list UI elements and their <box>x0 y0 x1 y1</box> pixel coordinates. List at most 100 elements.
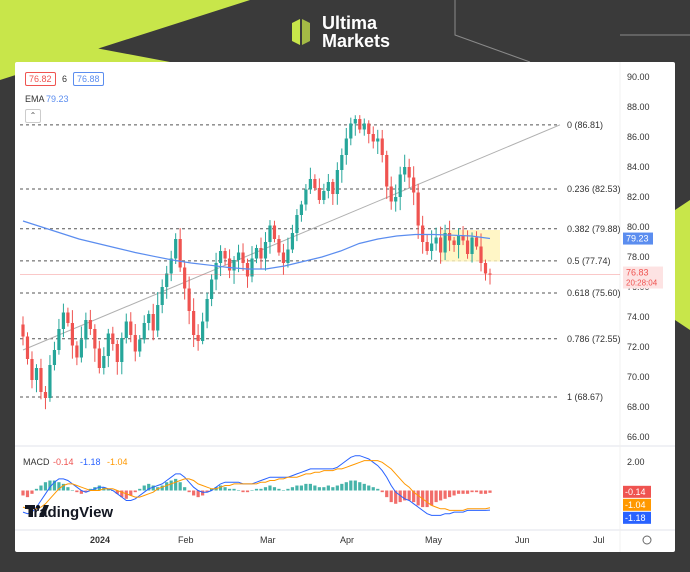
candle-body <box>79 339 83 358</box>
macd-histogram-bar <box>335 485 339 491</box>
candle-body <box>344 138 348 155</box>
macd-histogram-bar <box>254 488 259 491</box>
candle-body <box>30 359 34 380</box>
tradingview-watermark: TradingView <box>25 504 113 521</box>
brand-line1: Ultima <box>322 13 378 33</box>
candle-body <box>304 189 308 205</box>
candle-body <box>209 279 214 299</box>
macd-histogram-bar <box>290 487 295 491</box>
macd-histogram-bar <box>30 490 34 494</box>
candle-body <box>272 225 277 239</box>
candle-body <box>281 252 286 263</box>
candle-body <box>259 248 263 259</box>
candle-body <box>192 311 196 335</box>
candle-body <box>178 239 182 268</box>
candle-body <box>151 314 155 331</box>
macd-histogram-bar <box>358 482 362 491</box>
time-axis-label: Mar <box>260 535 276 545</box>
candle-body <box>322 191 326 200</box>
time-axis-label: Jul <box>593 535 605 545</box>
macd-histogram-bar <box>277 488 281 491</box>
macd-histogram-bar <box>187 490 191 493</box>
macd-histogram-bar <box>447 490 452 498</box>
candle-body <box>317 188 321 200</box>
candle-body <box>308 179 312 190</box>
candle-body <box>156 305 160 331</box>
macd-histogram-bar <box>84 490 88 493</box>
candle-body <box>416 192 420 226</box>
ema-line <box>22 220 491 270</box>
price-tick-label: 86.00 <box>627 132 650 142</box>
candle-body <box>183 267 187 289</box>
macd-histogram-bar <box>223 487 227 491</box>
collapse-icon[interactable]: ⌃ <box>25 109 41 123</box>
macd-histogram-bar <box>331 487 335 491</box>
candle-body <box>241 252 245 263</box>
candle-body <box>389 186 393 202</box>
price-chart[interactable]: 90.0088.0086.0084.0082.0080.0078.0076.00… <box>15 62 675 552</box>
candle-body <box>227 258 232 271</box>
macd-axis-top: 2.00 <box>627 457 645 467</box>
macd-histogram-bar <box>376 488 380 491</box>
candle-body <box>75 345 79 358</box>
candle-body <box>299 204 304 215</box>
time-axis-label: 2024 <box>90 535 110 545</box>
macd-histogram-bar <box>241 490 245 493</box>
macd-histogram-bar <box>380 490 384 493</box>
macd-histogram-bar <box>192 490 196 496</box>
macd-histogram-bar <box>317 487 321 491</box>
fib-level-label: 1 (68.67) <box>567 392 603 402</box>
tradingview-logo-icon <box>25 505 49 517</box>
candle-body <box>93 329 97 349</box>
ema-label: EMA <box>25 94 45 104</box>
candle-body <box>142 323 146 340</box>
price-tick-label: 90.00 <box>627 72 650 82</box>
macd-histogram-bar <box>398 490 402 503</box>
candle-body <box>70 323 74 346</box>
price-tick-label: 84.00 <box>627 162 650 172</box>
macd-line-label: -1.18 <box>80 457 101 467</box>
macd-histogram-bar <box>299 485 304 491</box>
candle-body <box>488 273 492 275</box>
fib-level-label: 0.618 (75.60) <box>567 288 621 298</box>
candle-body <box>479 246 483 263</box>
macd-signal-line <box>22 460 491 511</box>
settings-gear-icon <box>642 535 652 545</box>
ask-badge[interactable]: 76.88 <box>73 72 104 86</box>
macd-histogram-bar <box>245 490 250 493</box>
chart-panel[interactable]: 90.0088.0086.0084.0082.0080.0078.0076.00… <box>15 62 675 552</box>
macd-histogram-bar <box>178 482 182 491</box>
macd-histogram-bar <box>362 483 366 491</box>
candle-body <box>412 177 416 193</box>
candle-body <box>268 225 272 242</box>
ultima-logo-icon <box>292 19 310 45</box>
macd-histogram-bar <box>452 490 456 496</box>
macd-histogram-bar <box>456 490 461 494</box>
macd-tag: -0.14 <box>625 487 646 497</box>
candle-body <box>147 314 151 323</box>
macd-histogram-bar <box>389 490 393 503</box>
candle-body <box>394 197 398 202</box>
fib-level-label: 0.5 (77.74) <box>567 256 611 266</box>
candle-body <box>61 312 66 329</box>
macd-histogram-bar <box>79 490 83 494</box>
candle-body <box>474 237 479 247</box>
candle-body <box>290 233 295 250</box>
price-tick-label: 68.00 <box>627 402 650 412</box>
macd-histogram-bar <box>304 483 308 491</box>
macd-histogram-bar <box>142 485 146 491</box>
candle-body <box>57 329 61 350</box>
bid-badge[interactable]: 76.82 <box>25 72 56 86</box>
candle-body <box>115 344 119 362</box>
candle-body <box>214 263 218 280</box>
candle-body <box>367 123 371 134</box>
price-tick-label: 72.00 <box>627 342 650 352</box>
macd-histogram-bar <box>340 483 344 491</box>
fib-level-label: 0 (86.81) <box>567 120 603 130</box>
candle-body <box>465 240 470 254</box>
candle-body <box>48 365 52 398</box>
macd-histogram-bar <box>371 487 375 491</box>
candle-body <box>106 333 110 356</box>
macd-histogram-bar <box>430 490 434 506</box>
macd-histogram-bar <box>183 487 187 491</box>
